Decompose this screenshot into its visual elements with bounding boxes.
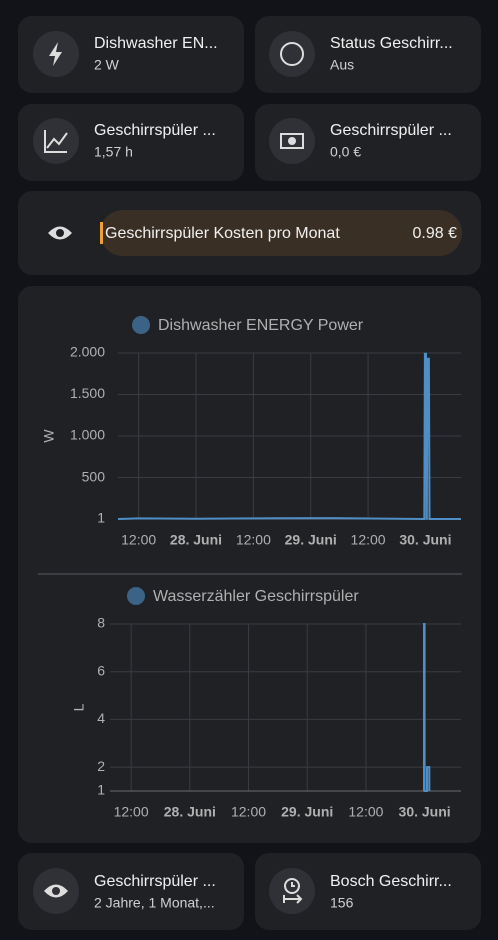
tile-state: 2 W xyxy=(94,57,120,73)
x-tick-label: 12:00 xyxy=(348,804,383,820)
x-tick-label: 12:00 xyxy=(236,532,271,548)
chart-icon xyxy=(44,130,68,153)
y-tick-label: 1 xyxy=(97,510,105,526)
y-tick-label: 500 xyxy=(82,468,106,484)
eye-pupil xyxy=(56,229,64,237)
tile-name: Bosch Geschirr... xyxy=(330,873,452,890)
circle-icon xyxy=(280,42,304,66)
tile-icon xyxy=(269,31,315,77)
x-tick-label: 29. Juni xyxy=(281,804,333,820)
x-tick-label: 12:00 xyxy=(121,532,156,548)
x-tick-label: 12:00 xyxy=(351,532,386,548)
x-tick-label: 28. Juni xyxy=(164,804,216,820)
eye-pupil xyxy=(52,887,60,895)
y-axis-label: W xyxy=(41,429,57,443)
tile-name: Geschirrspüler ... xyxy=(94,122,216,139)
tile-card[interactable] xyxy=(255,104,481,181)
legend-dot xyxy=(127,587,145,605)
y-tick-label: 1.500 xyxy=(70,385,105,401)
x-tick-label: 29. Juni xyxy=(285,532,337,548)
cash-icon-dot xyxy=(288,137,296,145)
tile-state: Aus xyxy=(330,57,354,73)
tile-name: Geschirrspüler ... xyxy=(94,873,216,890)
tile-state: 2 Jahre, 1 Monat,... xyxy=(94,895,215,911)
series-line xyxy=(117,352,461,521)
tile-card[interactable] xyxy=(255,16,481,93)
tile-name: Geschirrspüler ... xyxy=(330,122,452,139)
y-tick-label: 2.000 xyxy=(70,344,105,360)
y-tick-label: 1 xyxy=(97,782,105,798)
y-tick-label: 4 xyxy=(97,710,105,726)
x-tick-label: 30. Juni xyxy=(399,532,451,548)
cash-icon xyxy=(280,133,304,149)
legend-dot xyxy=(132,316,150,334)
legend-label: Dishwasher ENERGY Power xyxy=(158,317,364,334)
y-axis-label: L xyxy=(71,703,87,711)
tile-name: Dishwasher EN... xyxy=(94,35,218,52)
tile-state: 156 xyxy=(330,895,354,911)
tile-state: 1,57 h xyxy=(94,144,133,160)
bar-fill xyxy=(100,222,103,244)
bar-pill xyxy=(100,210,462,256)
tile-icon xyxy=(269,868,315,914)
y-tick-label: 8 xyxy=(97,615,105,631)
clock-icon xyxy=(284,878,300,894)
bolt-icon xyxy=(49,42,62,66)
x-tick-label: 12:00 xyxy=(114,804,149,820)
tile-name: Status Geschirr... xyxy=(330,35,453,52)
tile-card[interactable] xyxy=(18,16,244,93)
bar-name: Geschirrspüler Kosten pro Monat xyxy=(105,225,340,242)
tile-card[interactable] xyxy=(255,853,481,930)
chart-card xyxy=(18,286,481,843)
tile-card[interactable] xyxy=(18,853,244,930)
y-tick-label: 2 xyxy=(97,758,105,774)
y-tick-label: 1.000 xyxy=(70,427,105,443)
legend-label: Wasserzähler Geschirrspüler xyxy=(153,588,359,605)
x-tick-label: 12:00 xyxy=(231,804,266,820)
series-line xyxy=(423,623,431,792)
tile-card[interactable] xyxy=(18,104,244,181)
bar-value: 0.98 € xyxy=(413,225,458,242)
clock-arrow xyxy=(283,882,303,904)
y-tick-label: 6 xyxy=(97,662,105,678)
x-tick-label: 28. Juni xyxy=(170,532,222,548)
x-tick-label: 30. Juni xyxy=(399,804,451,820)
tile-state: 0,0 € xyxy=(330,144,361,160)
